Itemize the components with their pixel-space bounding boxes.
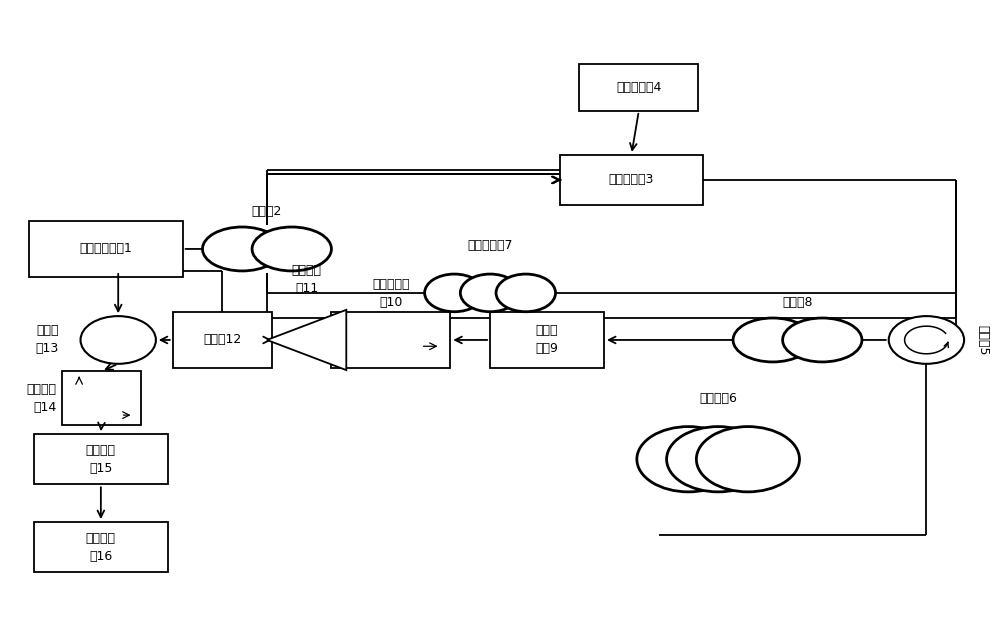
Text: 平衡探
测器9: 平衡探 测器9 (536, 324, 559, 356)
Text: 数据处理
机16: 数据处理 机16 (86, 532, 116, 563)
FancyBboxPatch shape (29, 221, 183, 277)
FancyBboxPatch shape (62, 371, 141, 425)
Polygon shape (267, 310, 346, 370)
Text: 脉冲发生器4: 脉冲发生器4 (616, 81, 662, 94)
FancyBboxPatch shape (579, 64, 698, 111)
Circle shape (81, 316, 156, 364)
Text: 电混频
器13: 电混频 器13 (35, 324, 59, 356)
Ellipse shape (733, 318, 812, 362)
Text: 电带通滤波
器10: 电带通滤波 器10 (372, 277, 410, 308)
FancyBboxPatch shape (490, 312, 604, 368)
Circle shape (637, 427, 740, 492)
Text: 窄线宽激光器1: 窄线宽激光器1 (79, 242, 132, 256)
Ellipse shape (202, 227, 282, 271)
FancyBboxPatch shape (34, 522, 168, 572)
Ellipse shape (783, 318, 862, 362)
Circle shape (496, 274, 556, 312)
FancyBboxPatch shape (34, 434, 168, 485)
Text: 耦合器2: 耦合器2 (252, 205, 282, 218)
Circle shape (696, 427, 799, 492)
FancyBboxPatch shape (331, 312, 450, 368)
Circle shape (425, 274, 484, 312)
FancyBboxPatch shape (173, 312, 272, 368)
Text: 功分器12: 功分器12 (203, 333, 241, 347)
Text: 低通滤波
器14: 低通滤波 器14 (27, 382, 57, 413)
Circle shape (667, 427, 770, 492)
Text: 偏振控制器7: 偏振控制器7 (467, 239, 513, 252)
Text: 环行器5: 环行器5 (976, 325, 989, 356)
FancyBboxPatch shape (560, 155, 703, 205)
Circle shape (889, 316, 964, 364)
Circle shape (460, 274, 520, 312)
Text: 声光调制器3: 声光调制器3 (609, 174, 654, 186)
Text: 低噪放大
器11: 低噪放大 器11 (292, 264, 322, 295)
Text: 数据采集
卡15: 数据采集 卡15 (86, 444, 116, 474)
Ellipse shape (252, 227, 331, 271)
Text: 耦合器8: 耦合器8 (782, 296, 813, 309)
Text: 传感光纤6: 传感光纤6 (699, 392, 737, 404)
